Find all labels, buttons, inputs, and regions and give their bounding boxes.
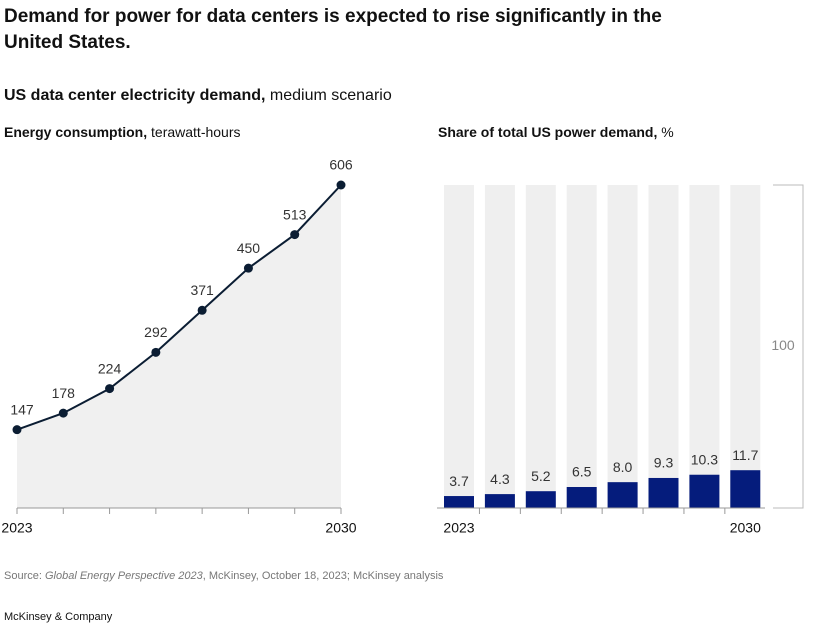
area — [17, 185, 341, 508]
bar-background — [566, 185, 597, 508]
bar — [525, 491, 556, 508]
point — [105, 384, 115, 394]
data-label: 606 — [329, 157, 353, 173]
point — [12, 425, 22, 435]
data-label: 147 — [10, 401, 34, 417]
footer: McKinsey & Company — [4, 611, 113, 623]
bar — [444, 496, 474, 508]
data-label: 8.0 — [613, 459, 633, 475]
subtitle: US data center electricity demand, mediu… — [4, 87, 392, 104]
bracket — [773, 184, 804, 509]
bar-background — [689, 185, 720, 508]
source-prefix: Source: — [4, 570, 42, 582]
data-label: 178 — [52, 385, 76, 401]
data-label: 371 — [190, 282, 214, 298]
point — [151, 347, 161, 357]
bar — [607, 482, 638, 508]
source-italic: Global Energy Perspective 2023 — [45, 570, 204, 582]
data-label: 9.3 — [654, 455, 674, 471]
bracket-label: 100 — [771, 337, 795, 353]
point — [290, 230, 300, 240]
data-label: 10.3 — [691, 451, 718, 467]
point — [243, 263, 253, 273]
data-label: 3.7 — [449, 473, 469, 489]
point — [58, 408, 68, 418]
data-label: 513 — [283, 206, 307, 222]
x-tick-label: 2023 — [1, 520, 32, 536]
bar-background — [607, 185, 638, 508]
data-label: 11.7 — [732, 447, 758, 463]
chart-title-bold: Share of total US power demand, — [438, 124, 657, 140]
x-tick-label: 2030 — [730, 520, 761, 536]
chart-title: Energy consumption, terawatt-hours — [4, 124, 241, 140]
data-label: 224 — [98, 360, 122, 376]
bar — [730, 470, 761, 508]
bar-background — [444, 185, 474, 508]
data-label: 292 — [144, 324, 168, 340]
bar-background — [730, 185, 761, 508]
x-tick-label: 2030 — [325, 520, 356, 536]
chart-unit: % — [661, 124, 673, 140]
point — [336, 180, 346, 190]
chart-unit: terawatt-hours — [151, 124, 240, 140]
bar — [566, 487, 597, 508]
bar — [484, 494, 515, 508]
bar — [648, 477, 679, 508]
source-rest: , McKinsey, October 18, 2023; McKinsey a… — [203, 570, 444, 582]
data-label: 5.2 — [531, 468, 551, 484]
title-line: Demand for power for data centers is exp… — [4, 6, 662, 27]
data-label: 4.3 — [490, 471, 510, 487]
subtitle-bold: US data center electricity demand, — [4, 87, 265, 104]
x-tick-label: 2023 — [443, 520, 474, 536]
chart-title-bold: Energy consumption, — [4, 124, 147, 140]
chart-title: Share of total US power demand, % — [438, 124, 674, 140]
bar-background — [484, 185, 515, 508]
source: Source: Global Energy Perspective 2023, … — [4, 570, 444, 582]
data-label: 450 — [237, 240, 261, 256]
data-label: 6.5 — [572, 464, 592, 480]
title-line: United States. — [4, 32, 131, 53]
bar-background — [525, 185, 556, 508]
subtitle-normal: medium scenario — [270, 87, 392, 104]
point — [197, 305, 207, 315]
bar-background — [648, 185, 679, 508]
bar — [689, 474, 720, 508]
line — [16, 184, 342, 431]
